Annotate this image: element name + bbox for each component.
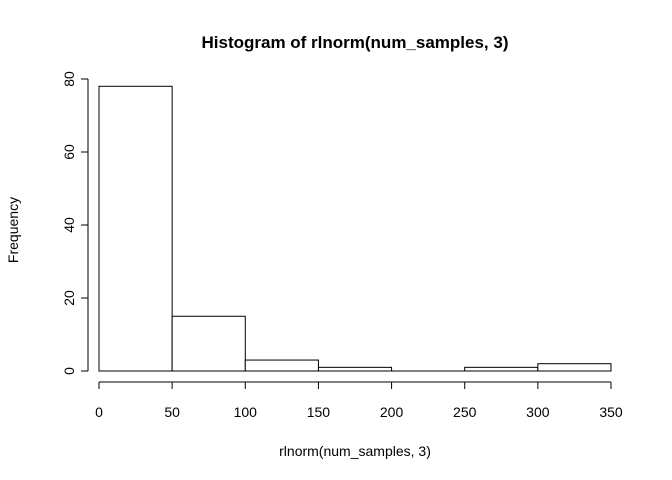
histogram-bar-5 <box>464 366 539 372</box>
y-tick-label-2: 40 <box>61 217 77 233</box>
x-tick-label-6: 300 <box>526 404 550 420</box>
y-axis-label: Frequency <box>5 197 21 263</box>
y-axis: 0 20 40 60 80 <box>61 71 89 375</box>
y-tick-label-3: 60 <box>61 144 77 160</box>
histogram-bar-6 <box>537 363 612 372</box>
chart-title: Histogram of rlnorm(num_samples, 3) <box>201 33 508 52</box>
x-tick-label-4: 200 <box>380 404 404 420</box>
y-tick-label-4: 80 <box>61 71 77 87</box>
x-tick-label-0: 0 <box>95 404 103 420</box>
x-axis-label: rlnorm(num_samples, 3) <box>279 443 431 459</box>
histogram-bar-1 <box>171 315 246 372</box>
x-axis: 0 50 100 150 200 250 300 350 <box>95 381 623 420</box>
histogram-bar-2 <box>244 359 319 372</box>
y-tick-label-1: 20 <box>61 290 77 306</box>
x-tick-label-2: 100 <box>234 404 258 420</box>
x-tick-label-5: 250 <box>453 404 477 420</box>
y-tick-label-0: 0 <box>61 367 77 375</box>
x-tick-label-1: 50 <box>164 404 180 420</box>
bars <box>98 85 612 372</box>
x-tick-label-3: 150 <box>307 404 331 420</box>
histogram-bar-3 <box>317 366 393 372</box>
histogram-bar-0 <box>98 85 173 372</box>
x-tick-label-7: 350 <box>599 404 623 420</box>
